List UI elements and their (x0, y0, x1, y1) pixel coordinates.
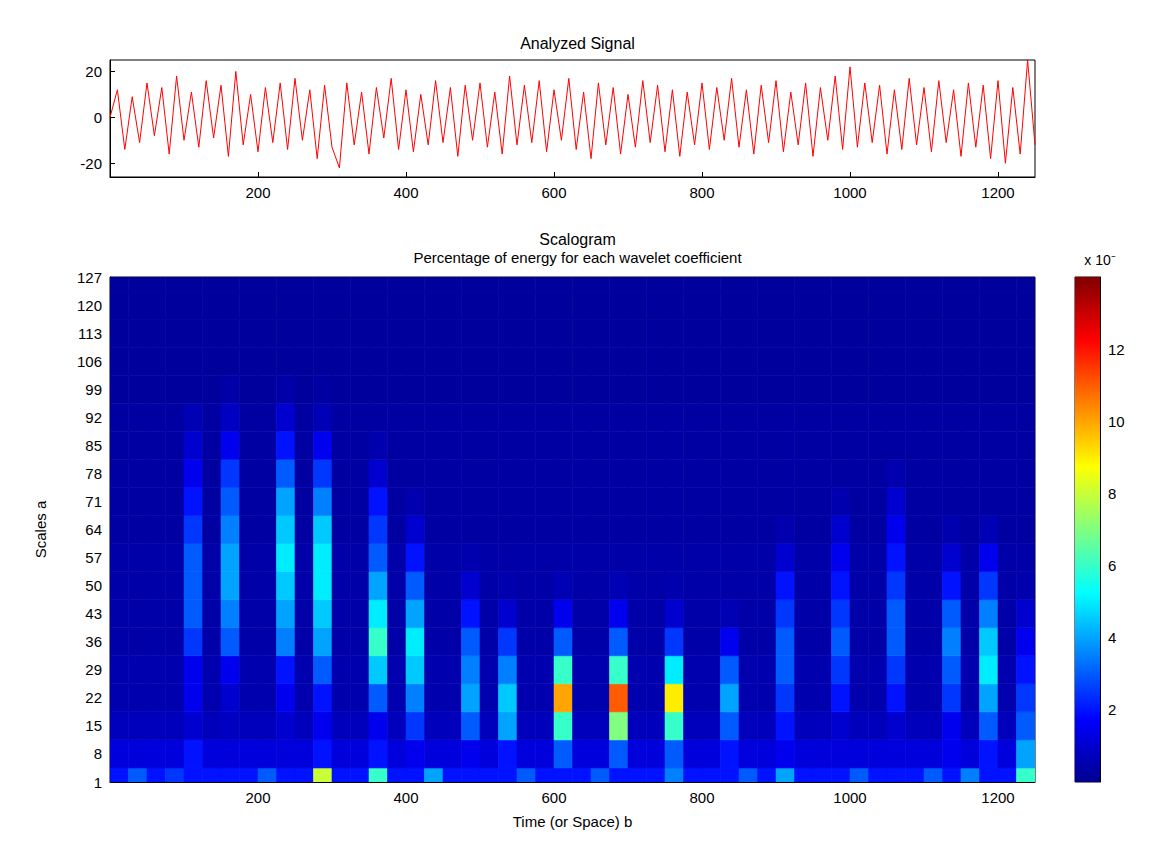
svg-text:57: 57 (85, 549, 102, 566)
svg-text:200: 200 (245, 789, 270, 806)
svg-text:1200: 1200 (981, 184, 1014, 201)
svg-text:20: 20 (85, 63, 102, 80)
svg-text:1200: 1200 (981, 789, 1014, 806)
svg-text:8: 8 (94, 745, 102, 762)
svg-text:50: 50 (85, 577, 102, 594)
svg-text:200: 200 (245, 184, 270, 201)
svg-text:Time (or Space) b: Time (or Space) b (513, 813, 632, 830)
svg-text:800: 800 (689, 789, 714, 806)
svg-text:71: 71 (85, 493, 102, 510)
svg-text:10: 10 (1108, 413, 1125, 430)
svg-text:600: 600 (541, 184, 566, 201)
svg-text:0: 0 (94, 109, 102, 126)
svg-text:78: 78 (85, 465, 102, 482)
svg-text:800: 800 (689, 184, 714, 201)
svg-text:x 10⁻: x 10⁻ (1084, 252, 1115, 268)
svg-text:1000: 1000 (833, 184, 866, 201)
svg-text:8: 8 (1108, 485, 1116, 502)
svg-text:2: 2 (1108, 701, 1116, 718)
svg-text:92: 92 (85, 409, 102, 426)
svg-text:127: 127 (77, 269, 102, 286)
svg-text:400: 400 (393, 184, 418, 201)
svg-text:Scales a: Scales a (32, 500, 49, 558)
svg-text:85: 85 (85, 437, 102, 454)
svg-text:1000: 1000 (833, 789, 866, 806)
svg-text:4: 4 (1108, 629, 1116, 646)
svg-text:43: 43 (85, 605, 102, 622)
svg-text:64: 64 (85, 521, 102, 538)
svg-text:-20: -20 (80, 155, 102, 172)
svg-text:36: 36 (85, 633, 102, 650)
svg-text:12: 12 (1108, 341, 1125, 358)
svg-text:22: 22 (85, 689, 102, 706)
svg-text:29: 29 (85, 661, 102, 678)
svg-text:15: 15 (85, 717, 102, 734)
svg-text:1: 1 (94, 774, 102, 791)
svg-text:600: 600 (541, 789, 566, 806)
svg-text:106: 106 (77, 353, 102, 370)
svg-text:Scalogram: Scalogram (539, 231, 615, 248)
svg-text:6: 6 (1108, 557, 1116, 574)
svg-text:99: 99 (85, 381, 102, 398)
svg-text:113: 113 (78, 325, 102, 342)
svg-text:Analyzed Signal: Analyzed Signal (520, 35, 635, 52)
svg-text:400: 400 (393, 789, 418, 806)
svg-text:Percentage of energy for each: Percentage of energy for each wavelet co… (413, 249, 742, 266)
svg-text:120: 120 (77, 297, 102, 314)
